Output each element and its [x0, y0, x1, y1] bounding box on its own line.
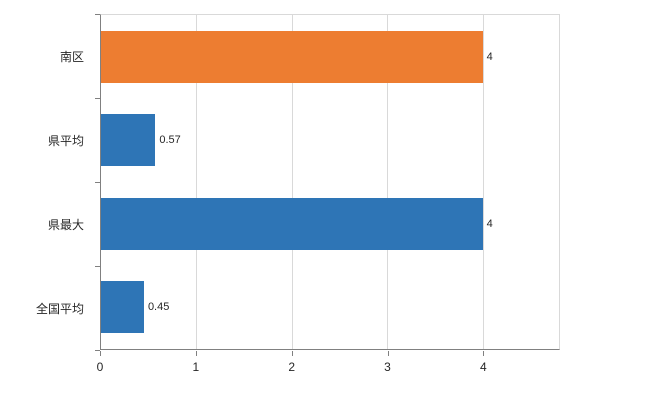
- bar-value-label: 0.45: [147, 301, 170, 314]
- bar-row: 0.45: [101, 266, 559, 350]
- gridline: [196, 15, 198, 349]
- bar-value-label: 4: [486, 50, 493, 63]
- category-label: 県最大: [47, 217, 84, 232]
- gridline: [482, 15, 484, 349]
- bar-row: 4: [101, 15, 559, 99]
- bar: 4: [101, 197, 493, 250]
- x-tick-mark: [100, 351, 101, 356]
- bar-value-label: 4: [486, 217, 493, 230]
- y-tick-mark: [95, 266, 100, 267]
- category-label: 県平均: [47, 133, 84, 148]
- y-tick-mark: [95, 14, 100, 15]
- x-tick-mark: [291, 351, 293, 356]
- x-axis-label: 1: [192, 360, 200, 374]
- x-tick-mark: [483, 351, 485, 356]
- plot-area: 4 0.57 4 0.45: [100, 14, 560, 350]
- gridline: [387, 15, 389, 349]
- x-axis: 0 1 2 3 4: [96, 351, 560, 381]
- x-axis-label: 3: [384, 360, 391, 374]
- bar-value-label: 0.57: [159, 134, 181, 147]
- bar: 0.45: [101, 281, 169, 334]
- bar-row: 4: [101, 182, 559, 266]
- x-tick-mark: [195, 351, 197, 356]
- bar-rows: 4 0.57 4 0.45: [101, 15, 559, 349]
- bar-row: 0.57: [101, 99, 559, 183]
- bar: 0.57: [101, 114, 181, 167]
- x-axis-label: 2: [288, 360, 295, 374]
- category-label: 全国平均: [35, 301, 84, 316]
- y-tick-mark: [95, 98, 100, 99]
- x-tick-mark: [387, 351, 389, 356]
- y-tick-mark: [95, 350, 100, 351]
- category-label: 南区: [59, 49, 84, 64]
- x-axis-label: 0: [96, 360, 104, 374]
- x-axis-label: 4: [479, 360, 487, 374]
- bar: 4: [101, 30, 493, 83]
- y-axis-category-labels: 南区県平均県最大全国平均: [0, 14, 93, 350]
- gridline: [291, 15, 293, 349]
- y-tick-mark: [95, 182, 100, 183]
